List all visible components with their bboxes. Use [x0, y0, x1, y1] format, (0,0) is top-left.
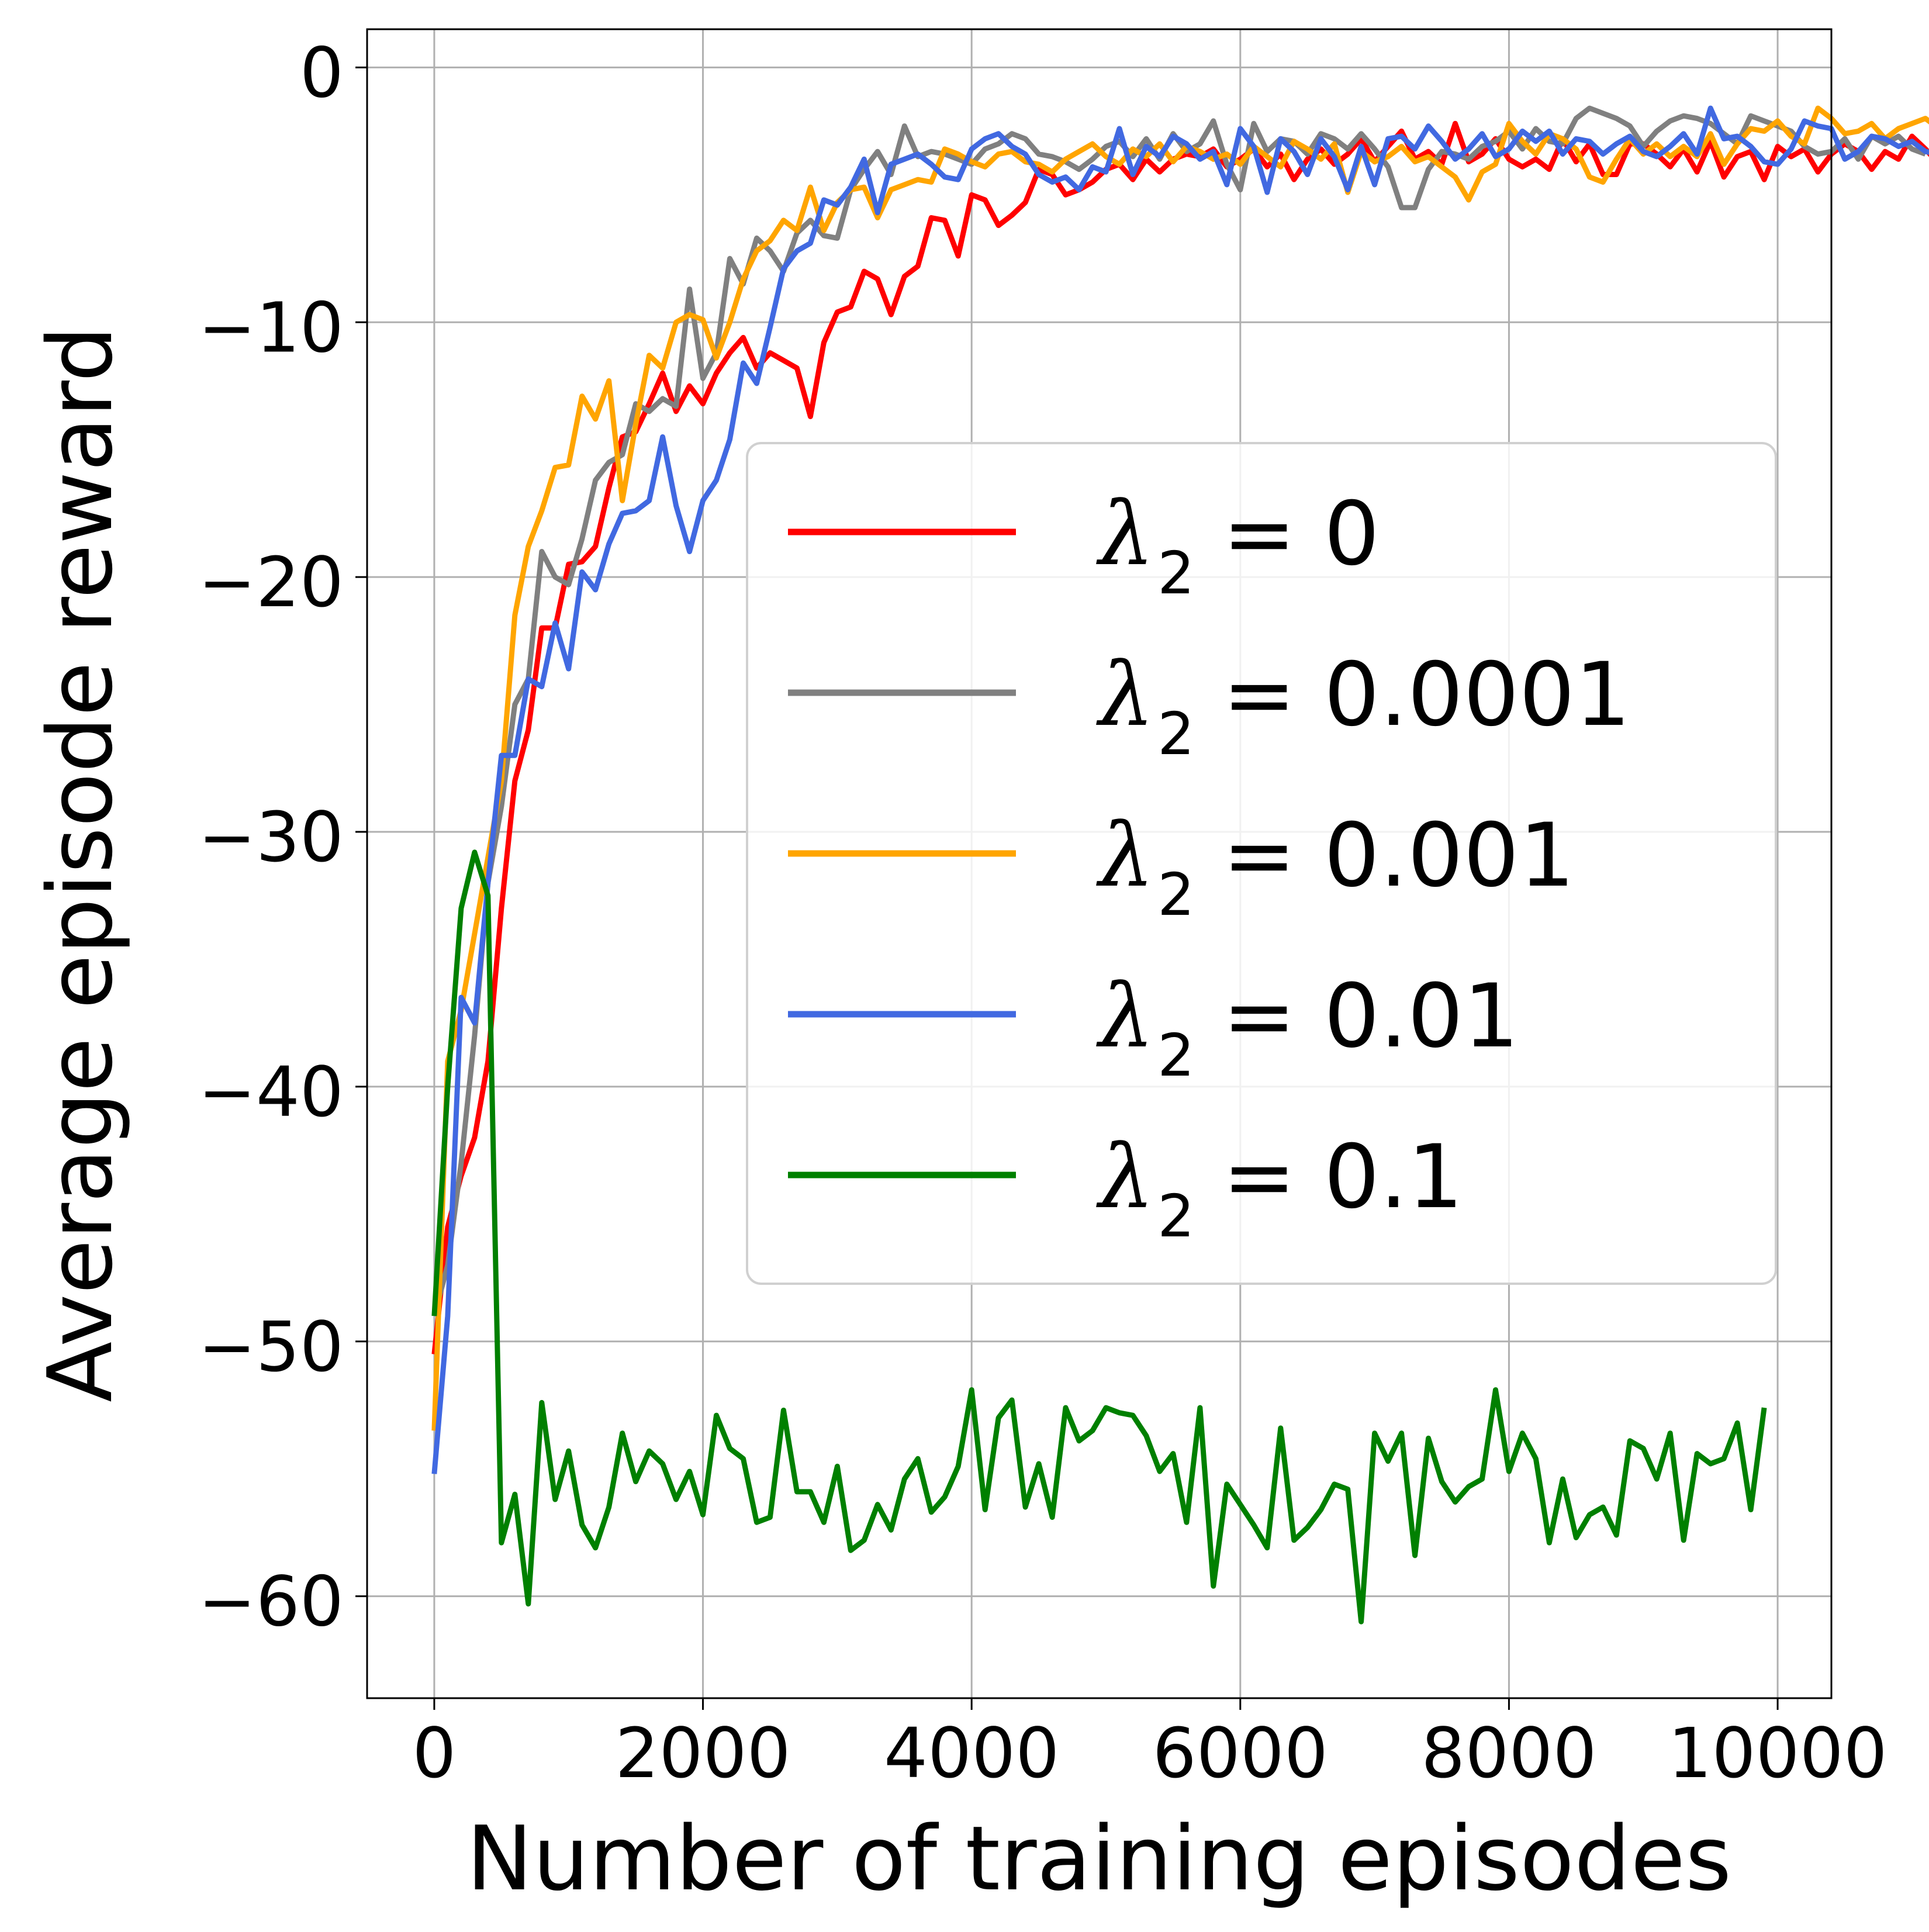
legend-symbol: λ	[1096, 805, 1154, 907]
legend-subscript: 2	[1157, 700, 1195, 768]
legend-value: = 0.01	[1195, 966, 1519, 1067]
y-tick-label: −60	[198, 1561, 344, 1642]
legend-value: = 0.1	[1195, 1126, 1464, 1228]
legend-symbol: λ	[1096, 966, 1154, 1067]
legend-frame	[746, 442, 1777, 1285]
legend-label: λ2 = 0	[1096, 483, 1380, 607]
plot-frame	[366, 28, 1833, 1699]
x-axis-ticks: 0 2000 4000 6000 8000 10000	[412, 1698, 1887, 1793]
legend-subscript: 2	[1157, 1021, 1195, 1090]
series-line-2	[431, 105, 1929, 1431]
legend-entry-1: λ2 = 0.0001	[788, 644, 1631, 768]
y-tick-label: 0	[300, 32, 344, 113]
y-axis-ticks: 0 −10 −20 −30 −40 −50 −60	[198, 32, 367, 1642]
legend-symbol: λ	[1096, 644, 1154, 746]
legend-label: λ2 = 0.0001	[1096, 644, 1631, 768]
legend-subscript: 2	[1157, 1182, 1195, 1250]
y-tick-label: −40	[198, 1052, 344, 1132]
y-tick-label: −50	[198, 1307, 344, 1387]
legend-subscript: 2	[1157, 860, 1195, 929]
y-tick-label: −30	[198, 797, 344, 877]
x-tick-label: 4000	[884, 1713, 1059, 1793]
x-axis-label: Number of training episodes	[466, 1807, 1732, 1910]
legend-value: = 0.0001	[1195, 644, 1631, 746]
legend-entry-3: λ2 = 0.01	[788, 966, 1519, 1090]
legend-symbol: λ	[1096, 483, 1154, 585]
x-tick-label: 6000	[1153, 1713, 1328, 1793]
x-tick-label: 8000	[1421, 1713, 1596, 1793]
x-tick-label: 0	[412, 1713, 456, 1793]
series-line-4	[431, 849, 1767, 1625]
legend-entry-0: λ2 = 0	[788, 483, 1380, 607]
x-tick-label: 10000	[1668, 1713, 1887, 1793]
x-tick-label: 2000	[615, 1713, 790, 1793]
legend-symbol: λ	[1096, 1126, 1154, 1228]
legend-subscript: 2	[1157, 539, 1195, 607]
legend-value: = 0.001	[1195, 805, 1575, 907]
legend-label: λ2 = 0.01	[1096, 966, 1519, 1090]
legend-label: λ2 = 0.001	[1096, 805, 1575, 929]
legend-entry-4: λ2 = 0.1	[788, 1126, 1463, 1250]
y-tick-label: −20	[198, 542, 344, 623]
legend-label: λ2 = 0.1	[1096, 1126, 1463, 1250]
series-line-3	[431, 105, 1929, 1474]
y-axis-label: Average episode reward	[29, 326, 132, 1402]
series-lines	[431, 105, 1929, 1625]
legend-entry-2: λ2 = 0.001	[788, 805, 1575, 929]
y-tick-label: −10	[198, 287, 344, 368]
legend-value: = 0	[1195, 483, 1380, 585]
